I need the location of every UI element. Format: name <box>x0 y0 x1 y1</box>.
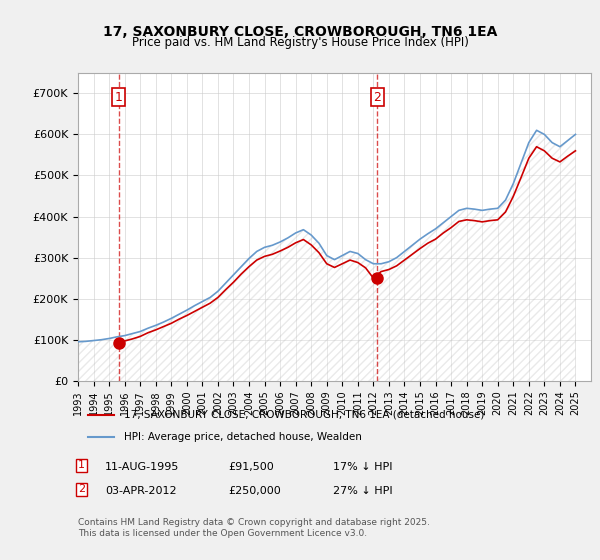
Text: £91,500: £91,500 <box>228 462 274 472</box>
Text: 03-APR-2012: 03-APR-2012 <box>105 486 176 496</box>
Text: 1: 1 <box>115 91 122 104</box>
Text: Contains HM Land Registry data © Crown copyright and database right 2025.
This d: Contains HM Land Registry data © Crown c… <box>78 518 430 538</box>
Text: 27% ↓ HPI: 27% ↓ HPI <box>333 486 392 496</box>
Text: 17% ↓ HPI: 17% ↓ HPI <box>333 462 392 472</box>
Text: 1: 1 <box>78 460 85 470</box>
Text: 2: 2 <box>78 484 85 494</box>
Text: HPI: Average price, detached house, Wealden: HPI: Average price, detached house, Weal… <box>124 432 362 442</box>
Text: 2: 2 <box>373 91 381 104</box>
Text: 11-AUG-1995: 11-AUG-1995 <box>105 462 179 472</box>
Text: 17, SAXONBURY CLOSE, CROWBOROUGH, TN6 1EA (detached house): 17, SAXONBURY CLOSE, CROWBOROUGH, TN6 1E… <box>124 409 485 419</box>
Text: £250,000: £250,000 <box>228 486 281 496</box>
Text: 17, SAXONBURY CLOSE, CROWBOROUGH, TN6 1EA: 17, SAXONBURY CLOSE, CROWBOROUGH, TN6 1E… <box>103 25 497 39</box>
Text: Price paid vs. HM Land Registry's House Price Index (HPI): Price paid vs. HM Land Registry's House … <box>131 36 469 49</box>
